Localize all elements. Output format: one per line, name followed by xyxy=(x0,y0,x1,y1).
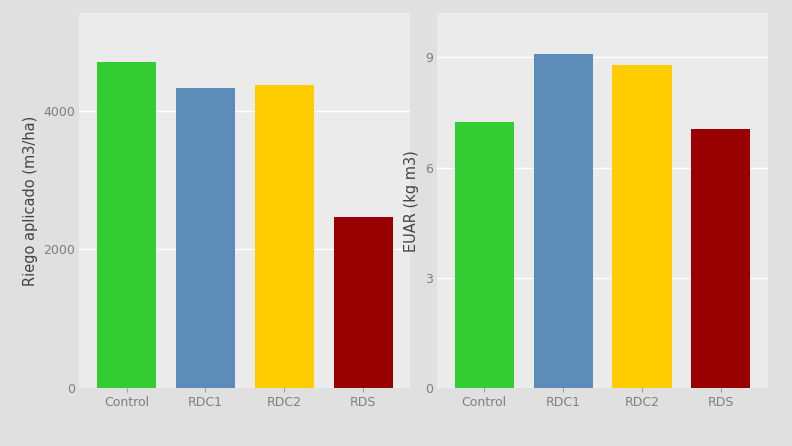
Bar xyxy=(255,85,314,388)
Bar xyxy=(455,122,514,388)
Bar xyxy=(333,217,393,388)
Y-axis label: Riego aplicado (m3/ha): Riego aplicado (m3/ha) xyxy=(23,116,37,286)
Bar xyxy=(534,54,592,388)
Bar xyxy=(691,129,751,388)
Bar xyxy=(97,62,156,388)
Y-axis label: EUAR (kg m3): EUAR (kg m3) xyxy=(404,150,419,252)
Bar xyxy=(176,87,235,388)
Bar xyxy=(612,65,672,388)
